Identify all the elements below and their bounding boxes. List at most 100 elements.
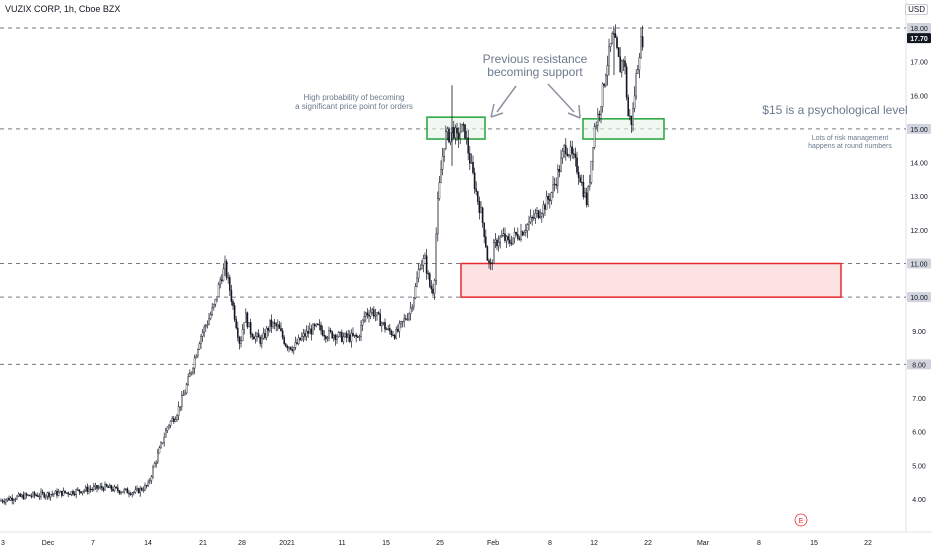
level-label-bg bbox=[907, 359, 931, 370]
candle-body bbox=[291, 349, 294, 351]
candle-body bbox=[537, 210, 540, 218]
candle-body bbox=[246, 312, 249, 328]
candle-body bbox=[470, 161, 473, 164]
candle-body bbox=[536, 210, 538, 214]
candle-body bbox=[605, 75, 607, 86]
candle-body bbox=[104, 483, 106, 491]
level-label: 10.00 bbox=[910, 295, 928, 302]
candle-body bbox=[78, 489, 81, 492]
candle-body bbox=[45, 495, 47, 498]
candle-body bbox=[392, 334, 394, 336]
candle-body bbox=[227, 277, 230, 279]
y-tick-label: 5.00 bbox=[912, 463, 926, 470]
candle-body bbox=[48, 492, 50, 498]
candle-body bbox=[485, 236, 487, 248]
x-tick-label: 12 bbox=[590, 540, 598, 547]
x-tick-label: 22 bbox=[864, 540, 872, 547]
candle-body bbox=[129, 493, 132, 495]
candle-body bbox=[526, 224, 529, 231]
annotation-arrow bbox=[496, 85, 517, 113]
candle-body bbox=[222, 268, 225, 282]
candle-body bbox=[184, 392, 186, 396]
candle-body bbox=[228, 277, 231, 291]
candle-body bbox=[96, 485, 98, 489]
candle-body bbox=[405, 318, 407, 320]
candle-body bbox=[638, 57, 641, 70]
candle-body bbox=[190, 371, 193, 374]
candle-body bbox=[320, 324, 322, 331]
candle-body bbox=[273, 322, 276, 325]
candle-body bbox=[363, 316, 366, 321]
candle-body bbox=[256, 333, 258, 337]
candle-body bbox=[566, 153, 569, 156]
candle-body bbox=[393, 335, 396, 339]
candle-body bbox=[120, 492, 122, 494]
candle-body bbox=[177, 406, 180, 416]
candle-body bbox=[385, 328, 388, 331]
candle-body bbox=[294, 342, 297, 348]
candle-body bbox=[371, 309, 374, 313]
candle-body bbox=[518, 238, 521, 240]
candle-body bbox=[286, 346, 289, 349]
candle-body bbox=[529, 216, 532, 223]
x-tick-label: 11 bbox=[338, 540, 345, 547]
candle-body bbox=[505, 236, 508, 241]
candle-body bbox=[259, 337, 262, 344]
candle-body bbox=[196, 349, 199, 357]
candle-body bbox=[89, 488, 92, 491]
candle-body bbox=[515, 232, 517, 235]
candle-body bbox=[337, 332, 340, 338]
candle-body bbox=[240, 340, 242, 344]
candle-body bbox=[453, 127, 455, 138]
candle-body bbox=[102, 487, 105, 491]
candle-body bbox=[206, 324, 209, 326]
candle-body bbox=[368, 314, 370, 317]
candle-body bbox=[94, 485, 97, 487]
candle-body bbox=[427, 273, 430, 275]
level-label: 15.00 bbox=[910, 127, 928, 134]
candle-body bbox=[70, 491, 73, 495]
y-tick-label: 14.00 bbox=[910, 161, 928, 168]
candle-body bbox=[403, 318, 406, 322]
candle-body bbox=[637, 69, 639, 74]
candle-body bbox=[329, 329, 332, 332]
candle-body bbox=[497, 242, 500, 247]
candle-body bbox=[445, 131, 447, 149]
candle-body bbox=[611, 33, 613, 44]
candle-body bbox=[172, 418, 175, 422]
annotation-psychological-level: $15 is a psychological level bbox=[762, 103, 908, 117]
candle-body bbox=[424, 255, 426, 259]
currency-button[interactable]: USD bbox=[905, 4, 928, 15]
candle-body bbox=[182, 394, 185, 396]
candle-body bbox=[243, 322, 246, 330]
candle-body bbox=[49, 494, 52, 498]
support-box bbox=[582, 118, 665, 140]
candle-body bbox=[41, 491, 44, 494]
candle-body bbox=[88, 488, 90, 492]
candle-body bbox=[441, 156, 444, 170]
candle-body bbox=[440, 168, 442, 183]
candle-body bbox=[147, 481, 150, 486]
candle-body bbox=[504, 233, 506, 241]
x-tick-label: 22 bbox=[644, 540, 652, 547]
candle-body bbox=[568, 154, 570, 157]
x-tick-label: 7 bbox=[91, 540, 95, 547]
candle-body bbox=[488, 260, 490, 263]
x-tick-label: 28 bbox=[238, 540, 246, 547]
candle-body bbox=[97, 487, 100, 489]
candle-body bbox=[285, 343, 287, 347]
candle-body bbox=[323, 335, 326, 337]
last-price-label-bg bbox=[907, 33, 931, 44]
candle-body bbox=[590, 160, 593, 183]
candle-body bbox=[46, 492, 49, 497]
candle-body bbox=[288, 346, 290, 349]
candle-body bbox=[513, 232, 516, 239]
candle-body bbox=[113, 486, 116, 491]
candle-body bbox=[507, 236, 510, 241]
candle-body bbox=[204, 325, 207, 328]
candle-body bbox=[12, 499, 15, 501]
last-price-label: 17.70 bbox=[910, 36, 928, 43]
candle-body bbox=[19, 493, 22, 497]
candle-body bbox=[224, 261, 226, 270]
